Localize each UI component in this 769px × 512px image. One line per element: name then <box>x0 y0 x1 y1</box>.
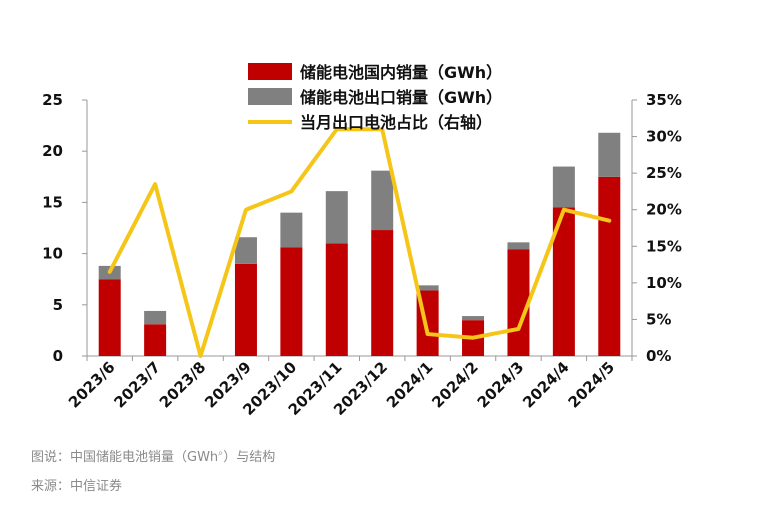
right-tick-label: 10% <box>646 274 682 292</box>
left-tick-label: 25 <box>42 91 63 109</box>
export-share-line <box>107 127 612 358</box>
x-tick-label: 2024/5 <box>565 358 619 412</box>
figure-caption: 图说：中国储能电池销量（GWh⌕）与结构 <box>31 446 275 465</box>
export-share-point <box>244 208 248 212</box>
bar-domestic <box>325 243 348 356</box>
bar-domestic <box>598 176 621 356</box>
export-share-point <box>516 327 520 331</box>
bar-export <box>598 132 621 177</box>
export-share-point <box>335 127 339 131</box>
export-share-point <box>199 354 203 358</box>
legend-label: 储能电池出口销量（GWh） <box>299 88 502 107</box>
right-tick-label: 35% <box>646 91 682 109</box>
search-icon[interactable]: ⌕ <box>218 448 224 459</box>
bar-domestic <box>371 230 394 356</box>
left-tick-label: 0 <box>53 347 63 365</box>
x-tick-label: 2023/7 <box>110 358 164 412</box>
right-tick-label: 25% <box>646 164 682 182</box>
bar-export <box>144 310 167 325</box>
left-tick-label: 20 <box>42 142 63 160</box>
bar-export <box>371 170 394 231</box>
bar-domestic <box>234 263 257 356</box>
export-share-point <box>607 219 611 223</box>
right-tick-label: 30% <box>646 128 682 146</box>
export-share-point <box>562 208 566 212</box>
bar-export <box>234 237 257 264</box>
left-tick-label: 10 <box>42 245 63 263</box>
x-tick-label: 2024/2 <box>428 358 482 412</box>
export-share-point <box>426 332 430 336</box>
bar-export <box>552 166 575 208</box>
right-tick-label: 20% <box>646 201 682 219</box>
bar-export <box>325 191 348 244</box>
chart-container: 0 5 10 15 20 25 0% 5% 10% 15% 20% 25% 30% 35% 2023/6 20… <box>42 63 682 419</box>
left-tick-label: 5 <box>53 296 63 314</box>
x-tick-label: 2024/4 <box>519 358 573 412</box>
bar-export <box>507 242 530 250</box>
legend-label: 当月出口电池占比（右轴） <box>300 113 492 132</box>
bar-domestic <box>98 279 121 356</box>
legend-label: 储能电池国内销量（GWh） <box>299 63 502 82</box>
left-tick-label: 15 <box>42 193 63 211</box>
figure-caption-text: 图说：中国储能电池销量（GWh <box>31 450 219 465</box>
legend-swatch-export <box>248 88 292 105</box>
right-tick-label: 0% <box>646 347 671 365</box>
bar-domestic <box>280 247 303 356</box>
bar-export <box>462 316 485 321</box>
bar-domestic <box>552 207 575 356</box>
right-tick-label: 15% <box>646 237 682 255</box>
export-share-point <box>471 336 475 340</box>
bar-export <box>416 285 439 291</box>
x-tick-label: 2023/6 <box>65 358 119 412</box>
x-tick-label: 2023/8 <box>156 358 210 412</box>
x-tick-label: 2024/3 <box>474 358 528 412</box>
bar-domestic <box>144 324 167 356</box>
source-caption: 来源：中信证券 <box>31 479 123 494</box>
x-tick-label: 2024/1 <box>383 358 437 412</box>
export-share-point <box>289 189 293 193</box>
export-share-point <box>108 270 112 274</box>
figure-caption-tail: ）与结构 <box>223 450 276 465</box>
legend-swatch-domestic <box>248 63 292 80</box>
bar-domestic <box>507 249 530 356</box>
export-share-point <box>380 127 384 131</box>
export-share-point <box>153 182 157 186</box>
right-tick-label: 5% <box>646 310 671 328</box>
bar-export <box>280 212 303 248</box>
combo-bar-line-chart: 05101520250%5%10%15%20%25%30%35%2023/620… <box>42 63 682 419</box>
